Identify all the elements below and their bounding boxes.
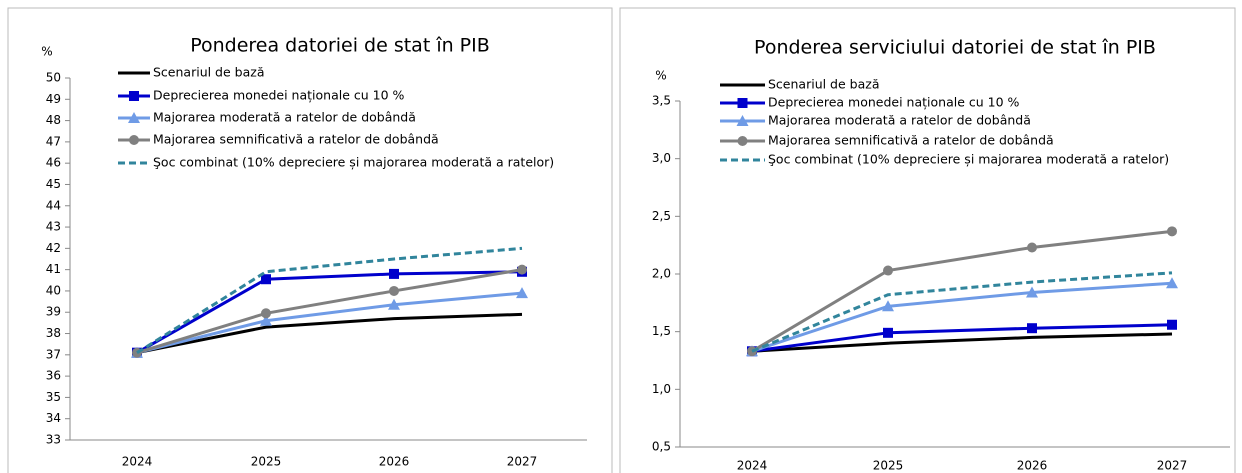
y-tick-label: 50 [46,71,61,85]
marker [389,285,399,296]
legend-marker [737,98,748,108]
legend-marker [129,91,139,101]
x-tick-label: 2024 [122,455,153,469]
series-line [751,323,1173,353]
x-tick-label: 2026 [1017,459,1048,473]
legend-label: Majorarea moderată a ratelor de dobândă [153,110,416,125]
y-tick-label: 45 [46,177,61,191]
series-line [136,268,523,355]
legend-marker [736,115,749,126]
marker [261,308,271,319]
series-line [136,270,523,354]
x-tick-label: 2025 [251,455,282,469]
y-tick-label: 44 [46,198,61,212]
y-tick-label: 33 [46,433,61,447]
series-line [751,281,1173,353]
y-tick-label: 3,5 [652,94,671,108]
marker [1027,323,1037,334]
y-tick-label: 40 [46,283,61,297]
marker [261,274,271,285]
y-tick-label: 3,0 [652,151,671,165]
legend-label: Majorarea semnificativă a ratelor de dob… [768,133,1054,148]
y-tick-label: 37 [46,347,61,361]
y-tick-label: 48 [46,113,61,127]
series-line [751,332,1173,353]
marker [516,287,528,299]
marker [389,268,399,279]
y-tick-label: 1,5 [652,324,671,338]
series-line [136,312,523,355]
y-tick-label: 35 [46,390,61,404]
series-line [136,291,523,355]
marker [260,314,272,326]
chart-title: Ponderea serviciului datoriei de stat în… [754,37,1156,59]
marker [1167,319,1177,330]
legend-marker [737,136,748,146]
legend-label: Şoc combinat (10% depreciere și majorare… [153,155,554,170]
series-line [751,229,1173,353]
y-tick-label: 46 [46,156,61,170]
axis-unit: % [655,69,666,83]
marker [1166,277,1178,289]
marker [517,264,527,275]
y-tick-label: 47 [46,134,61,148]
y-tick-label: 39 [46,305,61,319]
y-tick-label: 49 [46,92,61,106]
legend-marker [128,112,140,123]
legend-label: Majorarea semnificativă a ratelor de dob… [153,132,439,147]
marker [1026,286,1038,298]
x-tick-label: 2027 [507,455,538,469]
legend-label: Deprecierea monedei naționale cu 10 % [768,95,1020,110]
y-tick-label: 2,0 [652,267,671,281]
marker [388,298,400,310]
panel [7,7,613,473]
y-tick-label: 0,5 [652,440,671,454]
chart-title: Ponderea datoriei de stat în PIB [190,35,490,57]
legend-label: Majorarea moderată a ratelor de dobândă [768,113,1031,128]
y-tick-label: 41 [46,262,61,276]
x-tick-label: 2026 [379,455,410,469]
y-tick-label: 34 [46,411,61,425]
legend-label: Scenariul de bază [768,77,879,92]
marker [1167,226,1177,237]
legend-label: Şoc combinat (10% depreciere și majorare… [768,152,1169,167]
y-tick-label: 43 [46,220,61,234]
marker [883,327,893,338]
legend-label: Scenariul de bază [153,65,264,80]
y-tick-label: 2,5 [652,209,671,223]
y-tick-label: 42 [46,241,61,255]
x-tick-label: 2024 [737,459,768,473]
marker [1027,242,1037,253]
marker [882,300,894,312]
axis-unit: % [41,45,52,59]
marker [883,265,893,276]
y-tick-label: 1,0 [652,382,671,396]
x-tick-label: 2027 [1157,459,1188,473]
panel [619,7,1236,473]
y-tick-label: 38 [46,326,61,340]
y-tick-label: 36 [46,369,61,383]
legend-marker [129,135,139,145]
legend-label: Deprecierea monedei naționale cu 10 % [153,88,405,103]
x-tick-label: 2025 [873,459,904,473]
series-line [136,246,523,354]
